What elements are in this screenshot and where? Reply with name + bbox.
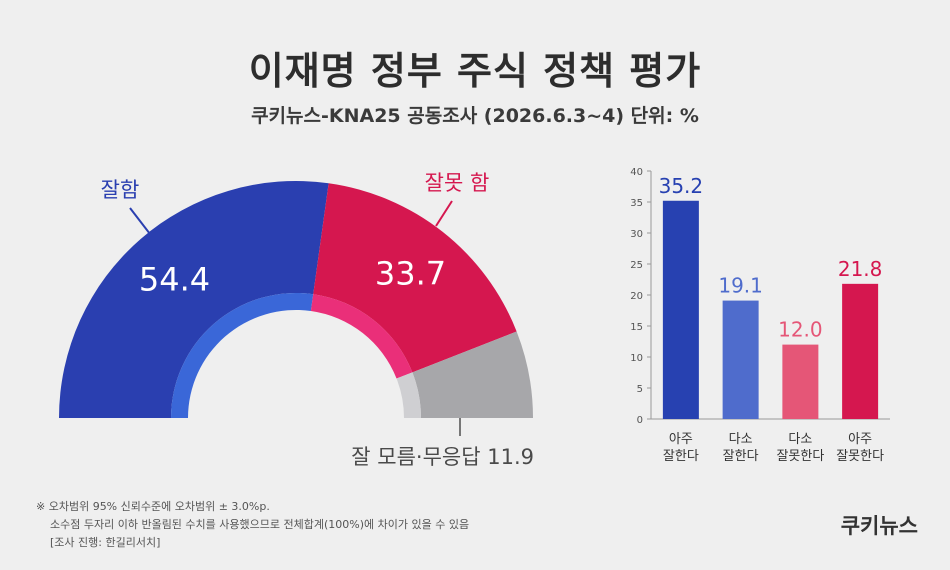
segment-good-inner xyxy=(171,293,314,418)
chart-title: 이재명 정부 주식 정책 평가 xyxy=(248,49,702,93)
chart-subtitle: 쿠키뉴스-KNA25 공동조사 (2026.6.3~4) 단위: % xyxy=(251,105,699,127)
x-tick-label: 잘못한다 xyxy=(776,449,824,464)
footnote-line-1: ※ 오차범위 95% 신뢰수준에 오차범위 ± 3.0%p. xyxy=(36,500,270,513)
y-tick-label: 25 xyxy=(630,260,643,271)
y-tick-label: 30 xyxy=(630,229,643,240)
half-donut-chart: 54.4 33.7 잘함 잘못 함잘 모름·무응답 11.9 xyxy=(59,171,534,469)
segment-bad-inner xyxy=(310,294,413,379)
bar-value-label: 35.2 xyxy=(659,174,704,198)
y-tick-label: 10 xyxy=(630,353,643,364)
x-tick-label: 다소 xyxy=(729,432,753,447)
y-tick-label: 5 xyxy=(637,384,643,395)
segment-good xyxy=(59,180,329,418)
footnote: ※ 오차범위 95% 신뢰수준에 오차범위 ± 3.0%p. 소수점 두자리 이… xyxy=(36,498,469,552)
segment-bad xyxy=(313,183,517,373)
x-tick-label: 잘못한다 xyxy=(836,449,884,464)
bar-value-label: 19.1 xyxy=(718,274,763,298)
bar-0 xyxy=(662,200,699,419)
bar-2 xyxy=(782,344,819,419)
footnote-line-3: [조사 진행: 한길리서치] xyxy=(50,536,161,549)
x-tick-label: 아주 xyxy=(669,432,693,447)
label-good: 잘함 xyxy=(101,178,140,202)
x-tick-label: 잘한다 xyxy=(723,449,759,464)
x-tick-label: 다소 xyxy=(788,432,812,447)
label-bad: 잘못 함 xyxy=(425,171,490,195)
bar-1 xyxy=(722,300,759,419)
footnote-line-2: 소수점 두자리 이하 반올림된 수치를 사용했으므로 전체합계(100%)에 차… xyxy=(50,518,470,531)
x-tick-label: 아주 xyxy=(848,432,872,447)
bar-value-label: 12.0 xyxy=(778,318,823,342)
x-tick-label: 잘한다 xyxy=(663,449,699,464)
y-tick-label: 0 xyxy=(637,415,643,426)
brand-logo: 쿠키뉴스 xyxy=(840,514,918,538)
segment-neutral-inner xyxy=(396,372,421,418)
leader-good xyxy=(129,207,151,235)
value-label-bad: 33.7 xyxy=(375,255,446,293)
label-neutral: 잘 모름·무응답 11.9 xyxy=(351,445,534,469)
bar-3 xyxy=(842,283,879,419)
y-tick-label: 40 xyxy=(630,167,643,178)
y-tick-label: 35 xyxy=(630,198,643,209)
segment-neutral xyxy=(412,331,533,418)
bar-value-label: 21.8 xyxy=(838,257,883,281)
leader-bad xyxy=(435,200,453,227)
value-label-good: 54.4 xyxy=(139,260,210,298)
y-tick-label: 20 xyxy=(630,291,643,302)
y-tick-label: 15 xyxy=(630,322,643,333)
